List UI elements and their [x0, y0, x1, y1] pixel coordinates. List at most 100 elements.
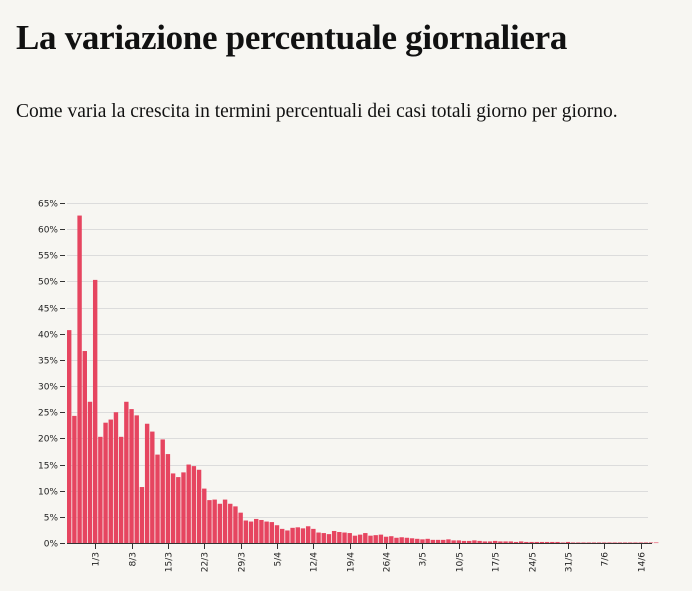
bar	[415, 538, 420, 543]
bar	[425, 538, 430, 543]
chart-subtitle: Come varia la crescita in termini percen…	[16, 101, 618, 122]
bar	[165, 454, 171, 543]
bar	[363, 533, 368, 543]
x-tick: 7/6	[601, 543, 611, 566]
bar	[274, 525, 280, 543]
bar	[285, 530, 290, 543]
bar	[524, 541, 529, 543]
bar	[87, 401, 93, 543]
y-tick-label: 35%	[38, 357, 58, 367]
y-tick-label: 65%	[38, 200, 58, 210]
y-tick-label: 40%	[38, 331, 58, 341]
bar	[612, 542, 617, 544]
x-axis: 1/3 8/3 15/3 22/3 29/3 5/4 12/4 19/4 26/4 3/5 10/5…	[67, 543, 652, 572]
y-tick-label: 30%	[38, 383, 58, 393]
y-tick-label: 15%	[38, 462, 58, 472]
bar	[529, 541, 534, 543]
bar	[118, 436, 124, 543]
bar	[451, 540, 456, 543]
bar	[357, 534, 363, 543]
bar	[560, 542, 565, 544]
x-tick-label: 12/4	[310, 552, 320, 572]
bar	[124, 401, 129, 543]
bar	[508, 541, 513, 543]
x-tick-label: 29/3	[238, 552, 248, 572]
x-tick-label: 1/3	[92, 552, 102, 566]
bar	[176, 477, 181, 543]
bar	[316, 532, 321, 543]
x-tick: 24/5	[529, 543, 539, 572]
y-tick: 35%	[38, 357, 65, 367]
y-tick: 0%	[44, 540, 65, 550]
bar	[503, 541, 508, 543]
bar	[472, 540, 477, 543]
bar	[518, 541, 524, 543]
y-tick: 40%	[38, 331, 65, 341]
bar	[295, 527, 300, 543]
bar	[576, 542, 581, 544]
bar	[581, 542, 586, 544]
x-tick-label: 14/6	[638, 552, 648, 572]
bar	[77, 215, 82, 544]
bar	[565, 541, 571, 543]
x-tick: 8/3	[129, 543, 139, 566]
bar	[378, 534, 384, 543]
x-tick-label: 5/4	[274, 552, 284, 567]
bar	[617, 542, 623, 544]
bar	[404, 537, 410, 543]
x-tick: 3/5	[419, 543, 429, 566]
bar	[383, 536, 389, 543]
bar	[155, 454, 160, 543]
x-tick-label: 3/5	[419, 552, 429, 566]
x-tick: 31/5	[565, 543, 575, 572]
x-tick: 10/5	[456, 543, 466, 572]
bar	[477, 540, 482, 543]
bar	[280, 528, 285, 543]
x-tick-label: 10/5	[456, 552, 466, 572]
bar	[202, 488, 207, 543]
y-tick: 15%	[38, 462, 65, 472]
x-tick: 1/3	[92, 543, 102, 566]
bar	[648, 542, 654, 544]
y-tick-label: 0%	[44, 540, 59, 550]
bar	[108, 419, 113, 543]
y-tick: 60%	[38, 226, 65, 236]
bar	[170, 473, 176, 543]
bar	[430, 539, 436, 543]
x-tick-label: 26/4	[383, 552, 393, 572]
bar	[331, 530, 337, 543]
bar	[467, 540, 472, 543]
bar	[92, 279, 98, 543]
bar	[82, 351, 87, 543]
bar	[321, 533, 326, 543]
bar	[337, 532, 342, 543]
bar	[222, 499, 228, 543]
bar	[269, 522, 275, 543]
y-tick: 55%	[38, 252, 65, 262]
bar	[311, 528, 316, 543]
bar	[633, 542, 638, 544]
bar	[539, 541, 545, 543]
bar	[342, 532, 347, 543]
bar	[233, 506, 238, 543]
x-tick-label: 19/4	[347, 552, 357, 572]
bar	[181, 472, 186, 543]
bar	[399, 537, 404, 543]
bar	[254, 518, 259, 543]
bar	[150, 431, 155, 543]
bar	[487, 541, 493, 543]
bar	[482, 541, 487, 543]
y-tick-label: 45%	[38, 305, 58, 315]
y-tick-label: 10%	[38, 488, 58, 498]
x-tick: 26/4	[383, 543, 393, 572]
y-tick: 50%	[38, 278, 65, 288]
bar	[373, 535, 378, 543]
y-tick-label: 55%	[38, 252, 58, 262]
x-tick: 29/3	[238, 543, 248, 572]
bar	[72, 415, 77, 543]
y-tick: 30%	[38, 383, 65, 393]
bar	[217, 503, 223, 543]
bar	[596, 542, 602, 544]
bar	[570, 542, 576, 544]
